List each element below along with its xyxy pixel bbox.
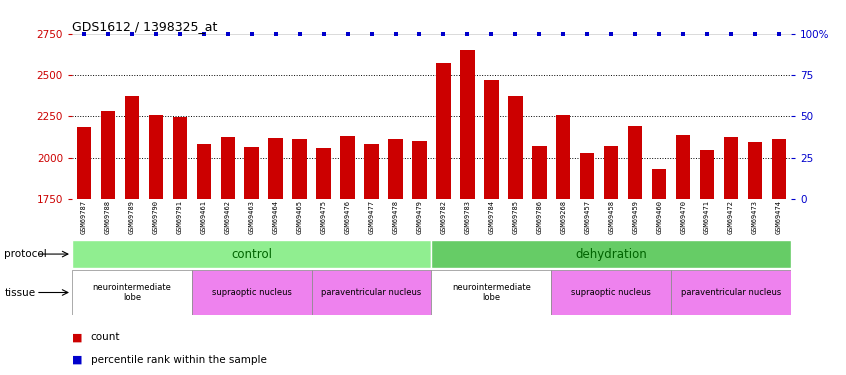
Bar bbox=[580, 153, 595, 199]
Bar bbox=[532, 146, 547, 199]
Text: dehydration: dehydration bbox=[575, 248, 647, 261]
Bar bbox=[77, 127, 91, 199]
Bar bbox=[772, 138, 786, 199]
Bar bbox=[412, 141, 426, 199]
Bar bbox=[676, 135, 690, 199]
Bar bbox=[604, 146, 618, 199]
Bar bbox=[552, 270, 671, 315]
Bar bbox=[192, 270, 311, 315]
Bar bbox=[221, 137, 235, 199]
Bar bbox=[388, 138, 403, 199]
Bar bbox=[101, 111, 115, 199]
Bar bbox=[173, 117, 187, 199]
Bar bbox=[124, 96, 139, 199]
Bar bbox=[437, 63, 451, 199]
Text: supraoptic nucleus: supraoptic nucleus bbox=[571, 288, 651, 297]
Bar bbox=[72, 240, 431, 268]
Text: count: count bbox=[91, 333, 120, 342]
Bar bbox=[431, 240, 791, 268]
Bar bbox=[365, 144, 379, 199]
Text: neurointermediate
lobe: neurointermediate lobe bbox=[92, 283, 171, 302]
Bar bbox=[484, 80, 498, 199]
Bar bbox=[196, 144, 211, 199]
Bar bbox=[149, 116, 163, 199]
Bar bbox=[268, 138, 283, 199]
Bar bbox=[652, 169, 667, 199]
Text: protocol: protocol bbox=[4, 249, 47, 259]
Bar bbox=[556, 116, 570, 199]
Bar bbox=[700, 150, 714, 199]
Text: paraventricular nucleus: paraventricular nucleus bbox=[681, 288, 781, 297]
Bar bbox=[460, 50, 475, 199]
Bar bbox=[72, 270, 192, 315]
Text: paraventricular nucleus: paraventricular nucleus bbox=[321, 288, 421, 297]
Text: percentile rank within the sample: percentile rank within the sample bbox=[91, 355, 266, 365]
Text: ■: ■ bbox=[72, 333, 82, 342]
Bar bbox=[628, 126, 642, 199]
Bar bbox=[316, 148, 331, 199]
Bar bbox=[671, 270, 791, 315]
Text: supraoptic nucleus: supraoptic nucleus bbox=[212, 288, 292, 297]
Text: control: control bbox=[231, 248, 272, 261]
Bar bbox=[508, 96, 523, 199]
Bar bbox=[340, 136, 354, 199]
Bar bbox=[244, 147, 259, 199]
Bar bbox=[431, 270, 552, 315]
Text: neurointermediate
lobe: neurointermediate lobe bbox=[452, 283, 530, 302]
Bar bbox=[748, 142, 762, 199]
Bar bbox=[293, 138, 307, 199]
Bar bbox=[311, 270, 431, 315]
Text: GDS1612 / 1398325_at: GDS1612 / 1398325_at bbox=[72, 20, 217, 33]
Text: tissue: tissue bbox=[4, 288, 36, 297]
Bar bbox=[724, 137, 739, 199]
Text: ■: ■ bbox=[72, 355, 82, 365]
